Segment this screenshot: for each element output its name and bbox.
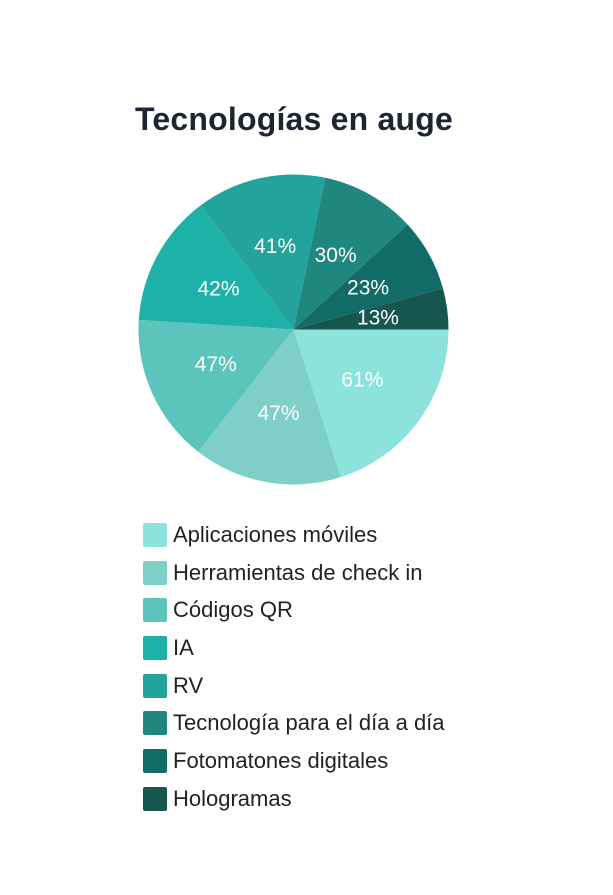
legend-label: Tecnología para el día a día	[173, 710, 445, 736]
slice-label-aplicaciones-moviles: 61%	[341, 368, 383, 391]
legend-label: Aplicaciones móviles	[173, 521, 378, 547]
legend-swatch	[143, 635, 167, 660]
legend-swatch	[143, 748, 167, 773]
slice-label-codigos-qr: 47%	[195, 353, 237, 376]
pie-slice-hologramas	[293, 288, 449, 330]
legend-item-ia: IA	[143, 629, 445, 667]
legend-item-herramientas-de-check-in: Herramientas de check in	[143, 554, 445, 592]
slice-label-rv: 41%	[254, 235, 296, 258]
legend-item-rv: RV	[143, 667, 445, 705]
legend-swatch	[143, 522, 167, 547]
legend-label: Fotomatones digitales	[173, 747, 389, 773]
chart-title: Tecnologías en auge	[135, 101, 453, 137]
legend-label: IA	[173, 634, 194, 660]
pie-slice-ia	[138, 205, 294, 330]
legend-swatch	[143, 598, 167, 623]
legend-swatch	[143, 711, 167, 736]
slice-label-fotomatones-digitales: 23%	[347, 277, 389, 300]
slice-label-herramientas-de-check-in: 47%	[258, 402, 300, 425]
legend-item-codigos-qr: Códigos QR	[143, 591, 445, 629]
legend-swatch	[143, 560, 167, 585]
pie-slice-rv	[200, 174, 326, 330]
pie-slice-codigos-qr	[138, 319, 294, 452]
pie-slice-fotomatones-digitales	[293, 224, 443, 330]
pie-slice-aplicaciones-moviles	[293, 329, 449, 478]
legend-item-tecnologia-para-el-dia-a-dia: Tecnología para el día a día	[143, 704, 445, 742]
legend-label: Herramientas de check in	[173, 559, 423, 585]
legend-label: Hologramas	[173, 785, 292, 811]
legend-swatch	[143, 786, 167, 811]
legend-label: RV	[173, 672, 204, 698]
slice-label-hologramas: 13%	[357, 307, 399, 330]
legend-item-fotomatones-digitales: Fotomatones digitales	[143, 742, 445, 780]
slice-label-tecnologia-para-el-dia-a-dia: 30%	[315, 244, 357, 267]
pie-slice-herramientas-de-check-in	[198, 329, 341, 485]
pie-slice-tecnologia-para-el-dia-a-dia	[293, 177, 408, 330]
chart-legend: Aplicaciones móviles Herramientas de chec…	[143, 516, 445, 818]
legend-item-aplicaciones-moviles: Aplicaciones móviles	[143, 516, 445, 554]
legend-swatch	[143, 673, 167, 698]
slice-label-ia: 42%	[198, 277, 240, 300]
legend-label: Códigos QR	[173, 597, 293, 623]
legend-item-hologramas: Hologramas	[143, 780, 445, 818]
